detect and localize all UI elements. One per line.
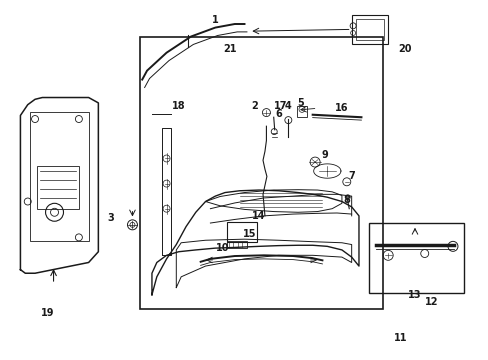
Text: 1: 1	[211, 15, 218, 26]
Bar	[297, 107, 306, 117]
Text: 6: 6	[275, 109, 282, 119]
Text: 5: 5	[297, 98, 303, 108]
Text: 10: 10	[215, 243, 229, 253]
Text: 15: 15	[242, 229, 256, 239]
Text: 12: 12	[425, 297, 438, 307]
Bar	[38, 166, 79, 209]
Text: 9: 9	[321, 150, 327, 160]
Text: 19: 19	[41, 308, 54, 318]
Bar	[351, 15, 387, 44]
Text: 2: 2	[250, 102, 257, 112]
Bar	[368, 223, 463, 293]
Text: 3: 3	[107, 213, 114, 222]
Bar	[227, 241, 246, 248]
Bar	[30, 112, 88, 241]
Text: 4: 4	[285, 102, 291, 112]
Bar	[227, 222, 256, 242]
Bar	[355, 19, 383, 40]
Text: 14: 14	[252, 211, 265, 221]
Text: 16: 16	[334, 103, 348, 113]
Text: 18: 18	[172, 102, 185, 112]
Text: 11: 11	[393, 333, 407, 343]
Text: 7: 7	[347, 171, 354, 181]
Text: 13: 13	[407, 290, 421, 300]
Text: 8: 8	[343, 195, 349, 205]
Text: 21: 21	[223, 44, 236, 54]
Text: 17: 17	[274, 102, 287, 112]
Bar	[140, 37, 383, 309]
Text: 20: 20	[398, 44, 411, 54]
